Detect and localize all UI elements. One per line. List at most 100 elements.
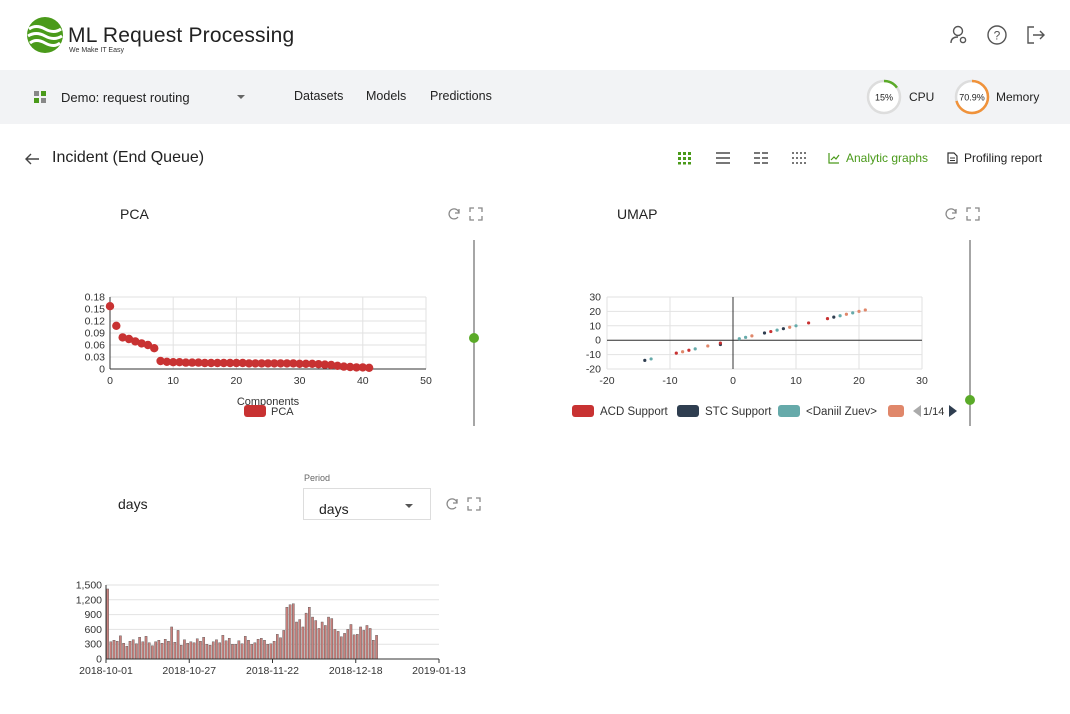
umap-point — [788, 325, 792, 329]
analytic-graphs-link[interactable]: Analytic graphs — [828, 151, 928, 165]
pca-point — [339, 362, 349, 371]
nav-models[interactable]: Models — [366, 89, 407, 103]
days-bar — [352, 634, 356, 660]
pca-point — [105, 302, 115, 311]
days-bar — [304, 612, 308, 660]
list-view-icon[interactable] — [715, 151, 731, 165]
pca-point — [244, 359, 254, 368]
umap-xtick-label: -20 — [599, 375, 614, 387]
days-bar — [208, 644, 212, 660]
days-bar — [343, 633, 346, 660]
umap-slider[interactable] — [962, 240, 978, 426]
umap-refresh-icon[interactable] — [944, 207, 958, 221]
days-ytick-label: 0 — [96, 654, 102, 666]
days-bar — [227, 638, 231, 660]
pca-point — [206, 358, 216, 368]
days-bar — [295, 621, 298, 660]
pca-point — [352, 363, 361, 372]
pca-point — [333, 361, 342, 370]
days-bar — [135, 643, 138, 660]
days-fullscreen-icon[interactable] — [467, 497, 481, 511]
umap-point — [838, 314, 842, 318]
days-bar — [256, 639, 260, 660]
days-refresh-icon[interactable] — [445, 497, 459, 511]
pca-refresh-icon[interactable] — [447, 207, 461, 221]
nav-datasets[interactable]: Datasets — [294, 89, 344, 103]
nav-predictions[interactable]: Predictions — [430, 89, 492, 103]
cpu-label: CPU — [909, 90, 935, 104]
umap-point — [851, 311, 855, 315]
umap-point — [832, 315, 836, 319]
pca-title: PCA — [120, 206, 149, 222]
days-chart: 0 300 600 900 1,200 1,500 2018-10-01 2018-10-27… — [76, 580, 466, 678]
pca-ytick-label: 0.06 — [85, 340, 106, 352]
pca-chart: 00.030.060.090.120.150.180 10 20 30 40 50Comp… — [85, 292, 432, 419]
days-bar — [231, 643, 234, 660]
days-bar — [333, 629, 337, 660]
pca-fullscreen-icon[interactable] — [469, 207, 483, 221]
grid-small-view-icon[interactable] — [791, 151, 807, 165]
analytic-graphs-label: Analytic graphs — [846, 151, 929, 165]
pca-xtick-label: 50 — [420, 375, 432, 387]
pca-point — [124, 334, 134, 344]
umap-fullscreen-icon[interactable] — [966, 207, 980, 221]
days-bar — [250, 643, 253, 660]
user-settings-icon[interactable] — [948, 24, 970, 46]
back-arrow-icon[interactable] — [24, 152, 40, 166]
pca-point — [156, 356, 165, 366]
logout-icon[interactable] — [1025, 24, 1047, 46]
days-bar — [106, 588, 109, 660]
days-bar — [266, 643, 269, 660]
days-bar — [346, 629, 350, 660]
days-bar — [144, 636, 148, 660]
umap-point — [693, 347, 697, 351]
umap-point — [844, 312, 848, 316]
days-bar — [128, 641, 132, 660]
days-bar — [368, 628, 372, 660]
pca-point — [257, 359, 266, 368]
pca-point — [238, 358, 247, 368]
days-bar — [163, 639, 167, 660]
pca-xtick-label: 0 — [107, 375, 113, 387]
pca-ytick-label: 0.03 — [85, 352, 106, 364]
pca-point — [118, 333, 127, 342]
legend-prev-icon — [913, 405, 921, 417]
two-column-view-icon[interactable] — [753, 151, 769, 165]
help-icon[interactable]: ? — [986, 24, 1008, 46]
days-bar — [234, 643, 237, 660]
days-bar — [170, 626, 173, 660]
days-bar — [131, 639, 135, 660]
days-bar — [151, 645, 154, 660]
umap-point — [674, 351, 678, 355]
svg-text:?: ? — [994, 29, 1001, 43]
days-bar — [308, 607, 311, 660]
umap-legend-label: <Daniil Zuev> — [806, 406, 877, 418]
pca-point — [175, 358, 184, 367]
days-bar — [336, 631, 340, 660]
memory-value: 70.9% — [959, 93, 985, 103]
days-bar — [247, 640, 250, 660]
umap-point — [643, 358, 647, 362]
days-bar — [205, 643, 209, 660]
project-select[interactable]: Demo: request routing — [30, 84, 250, 110]
pca-slider[interactable] — [466, 240, 482, 426]
umap-point — [750, 334, 754, 338]
days-bar — [301, 626, 305, 660]
umap-xtick-label: 30 — [916, 375, 928, 387]
pca-point — [320, 360, 330, 369]
days-bar — [324, 625, 327, 660]
days-bar — [272, 641, 276, 660]
cpu-gauge: 15% — [866, 79, 902, 115]
grid-large-view-icon[interactable] — [677, 151, 693, 165]
umap-point — [706, 344, 710, 348]
days-xtick-label: 2018-12-18 — [329, 665, 383, 677]
days-bar — [365, 625, 369, 660]
period-select[interactable]: days — [303, 488, 431, 520]
pca-legend-label: PCA — [271, 406, 294, 418]
days-bar — [317, 628, 321, 660]
days-bar — [224, 640, 228, 660]
pca-point — [219, 358, 228, 368]
umap-point — [825, 317, 830, 321]
profiling-report-link[interactable]: Profiling report — [947, 151, 1042, 165]
umap-legend-swatch — [778, 405, 800, 417]
